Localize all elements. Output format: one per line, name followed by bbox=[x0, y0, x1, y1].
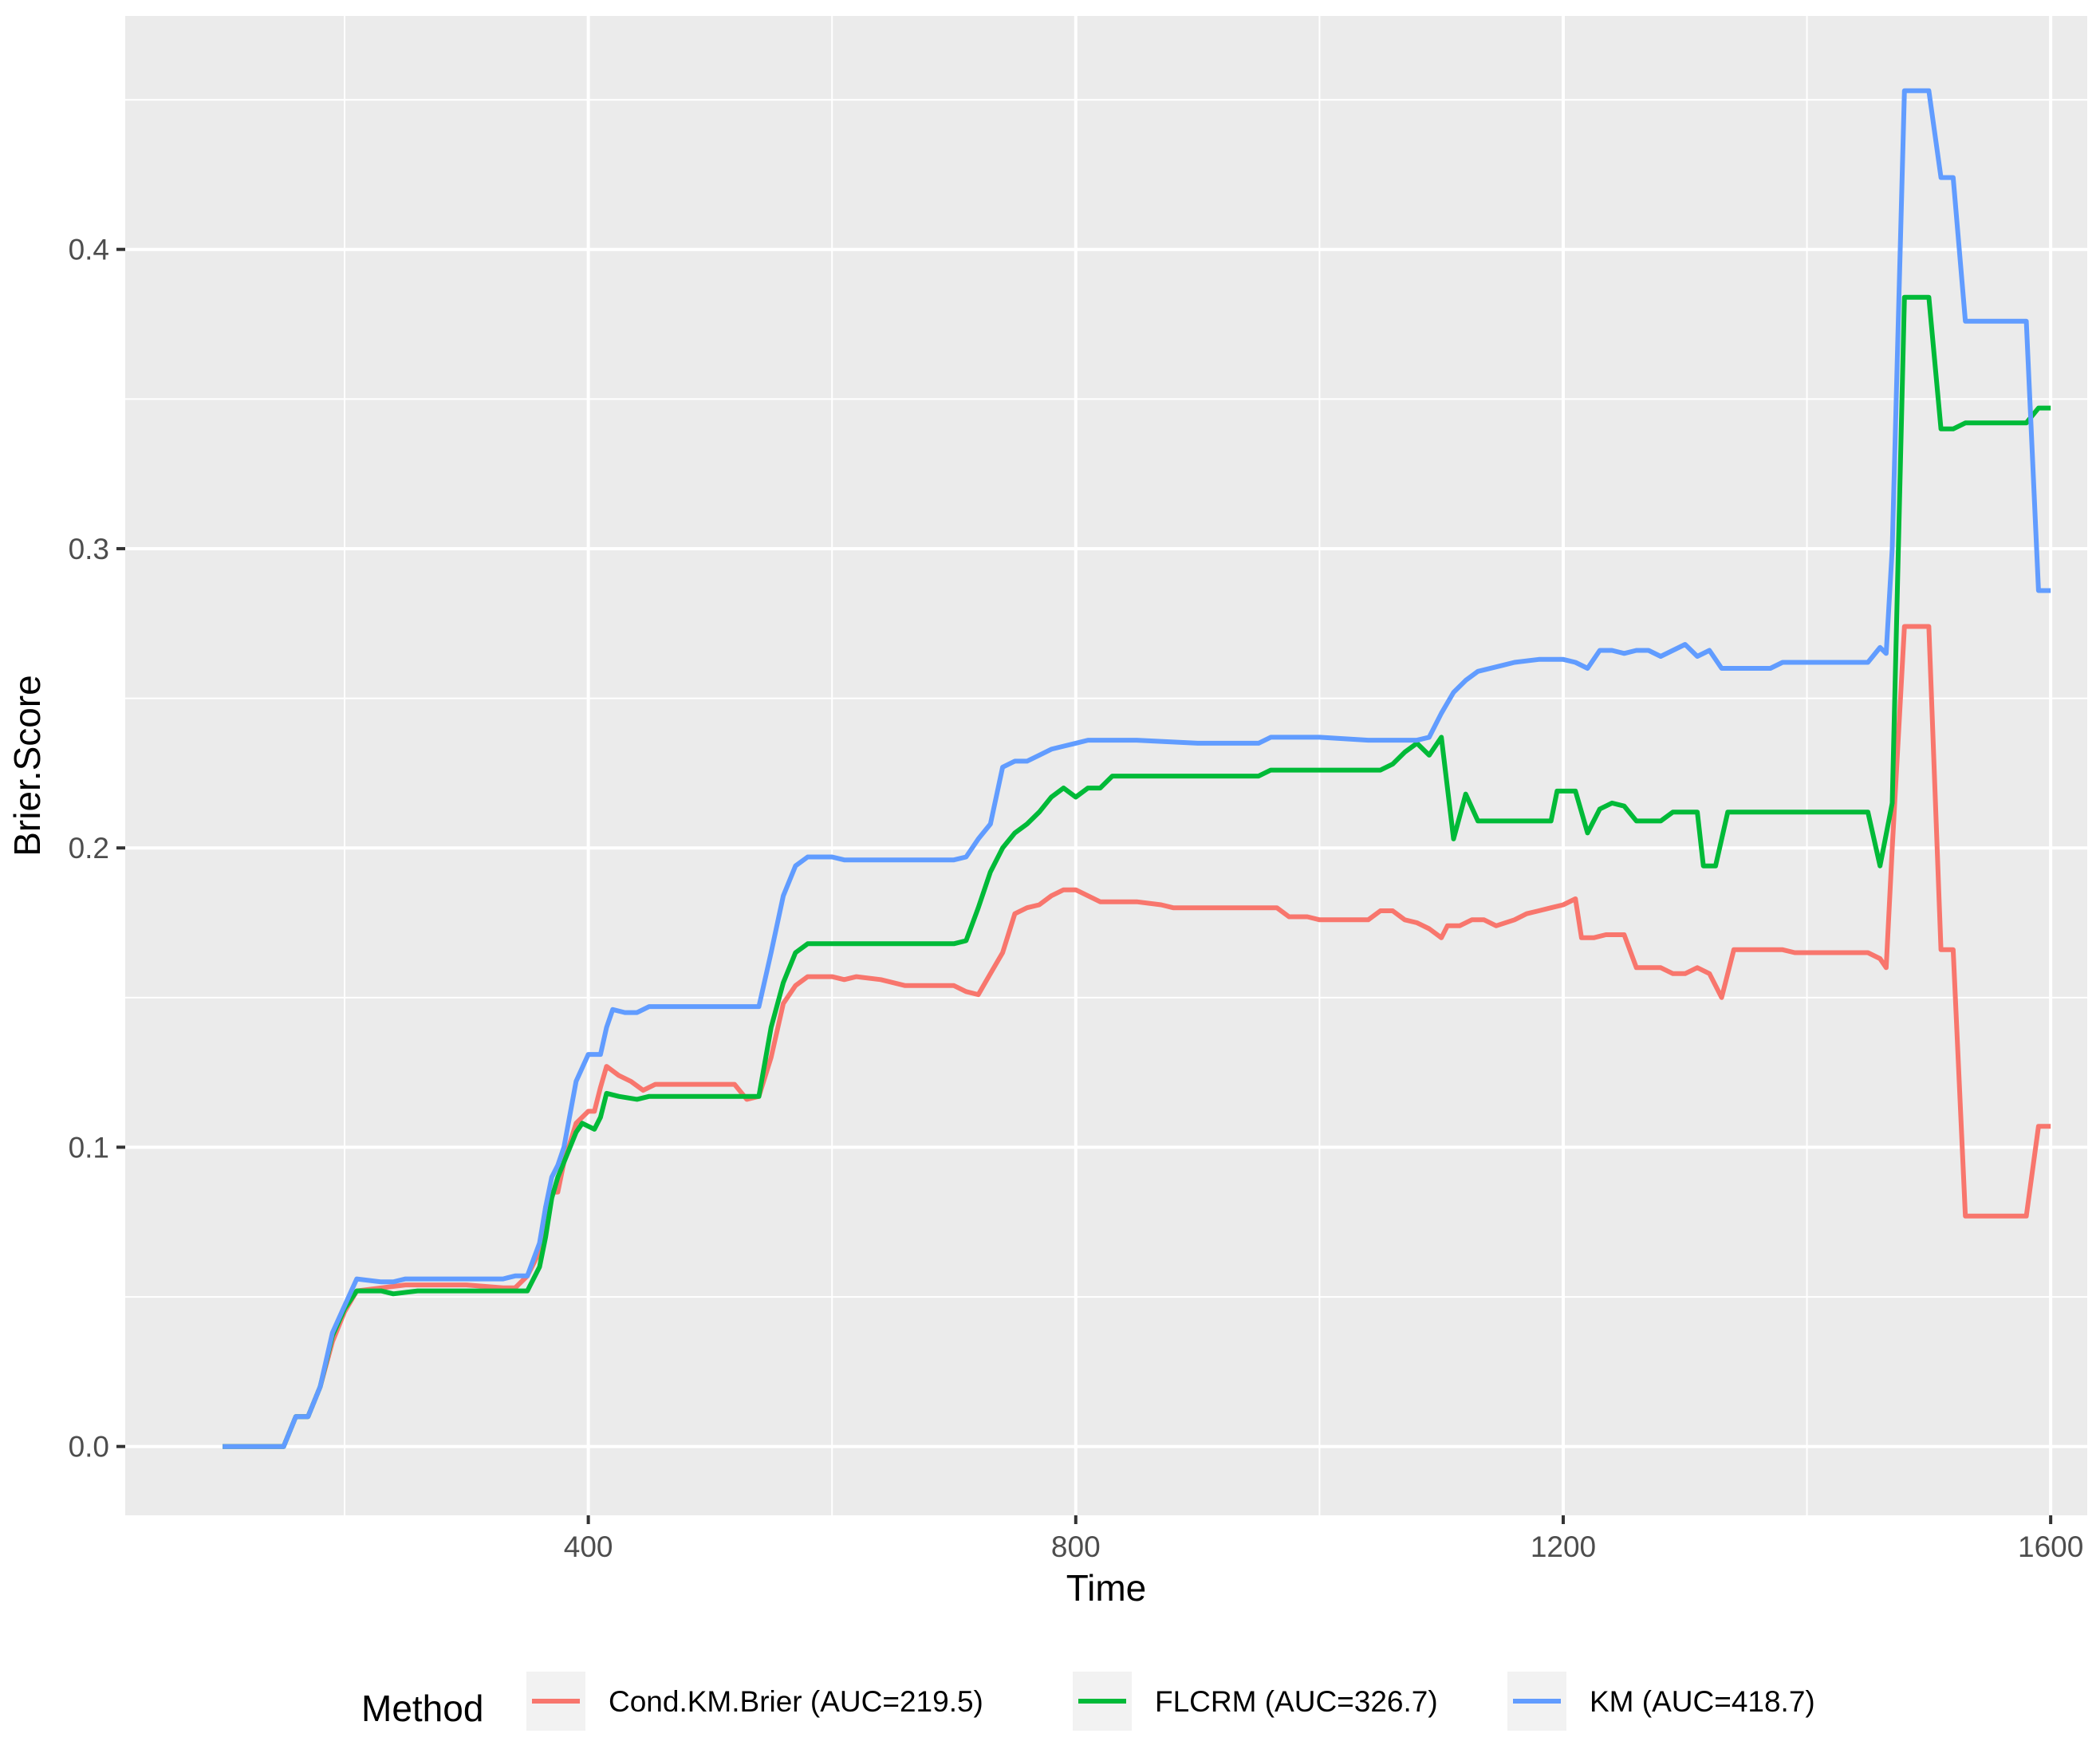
y-tick-label: 0.0 bbox=[69, 1431, 109, 1463]
legend-label: FLCRM (AUC=326.7) bbox=[1155, 1685, 1438, 1718]
legend-label: KM (AUC=418.7) bbox=[1590, 1685, 1815, 1718]
x-axis-title: Time bbox=[1066, 1567, 1147, 1609]
y-axis: 0.0 0.1 0.2 0.3 0.4 bbox=[69, 234, 125, 1463]
y-tick-label: 0.2 bbox=[69, 832, 109, 865]
y-tick-label: 0.3 bbox=[69, 533, 109, 565]
legend-title: Method bbox=[361, 1688, 483, 1729]
x-tick-label: 1600 bbox=[2018, 1530, 2083, 1563]
y-axis-title: Brier.Score bbox=[6, 675, 48, 857]
series-line-3 bbox=[223, 88, 2051, 1449]
x-tick-label: 1200 bbox=[1531, 1530, 1596, 1563]
series-lines bbox=[223, 88, 2051, 1449]
y-tick-label: 0.4 bbox=[69, 234, 109, 266]
y-tick-label: 0.1 bbox=[69, 1131, 109, 1164]
series-line-2 bbox=[223, 294, 2051, 1449]
legend: Method Cond.KM.Brier (AUC=219.5) FLCRM (A… bbox=[361, 1672, 1815, 1731]
x-axis: 400 800 1200 1600 bbox=[564, 1515, 2083, 1563]
x-tick-label: 800 bbox=[1051, 1530, 1101, 1563]
minor-gridlines bbox=[125, 16, 2087, 1515]
major-gridlines bbox=[125, 16, 2087, 1515]
legend-label: Cond.KM.Brier (AUC=219.5) bbox=[609, 1685, 983, 1718]
x-tick-label: 400 bbox=[564, 1530, 613, 1563]
plot-panel bbox=[125, 16, 2087, 1515]
